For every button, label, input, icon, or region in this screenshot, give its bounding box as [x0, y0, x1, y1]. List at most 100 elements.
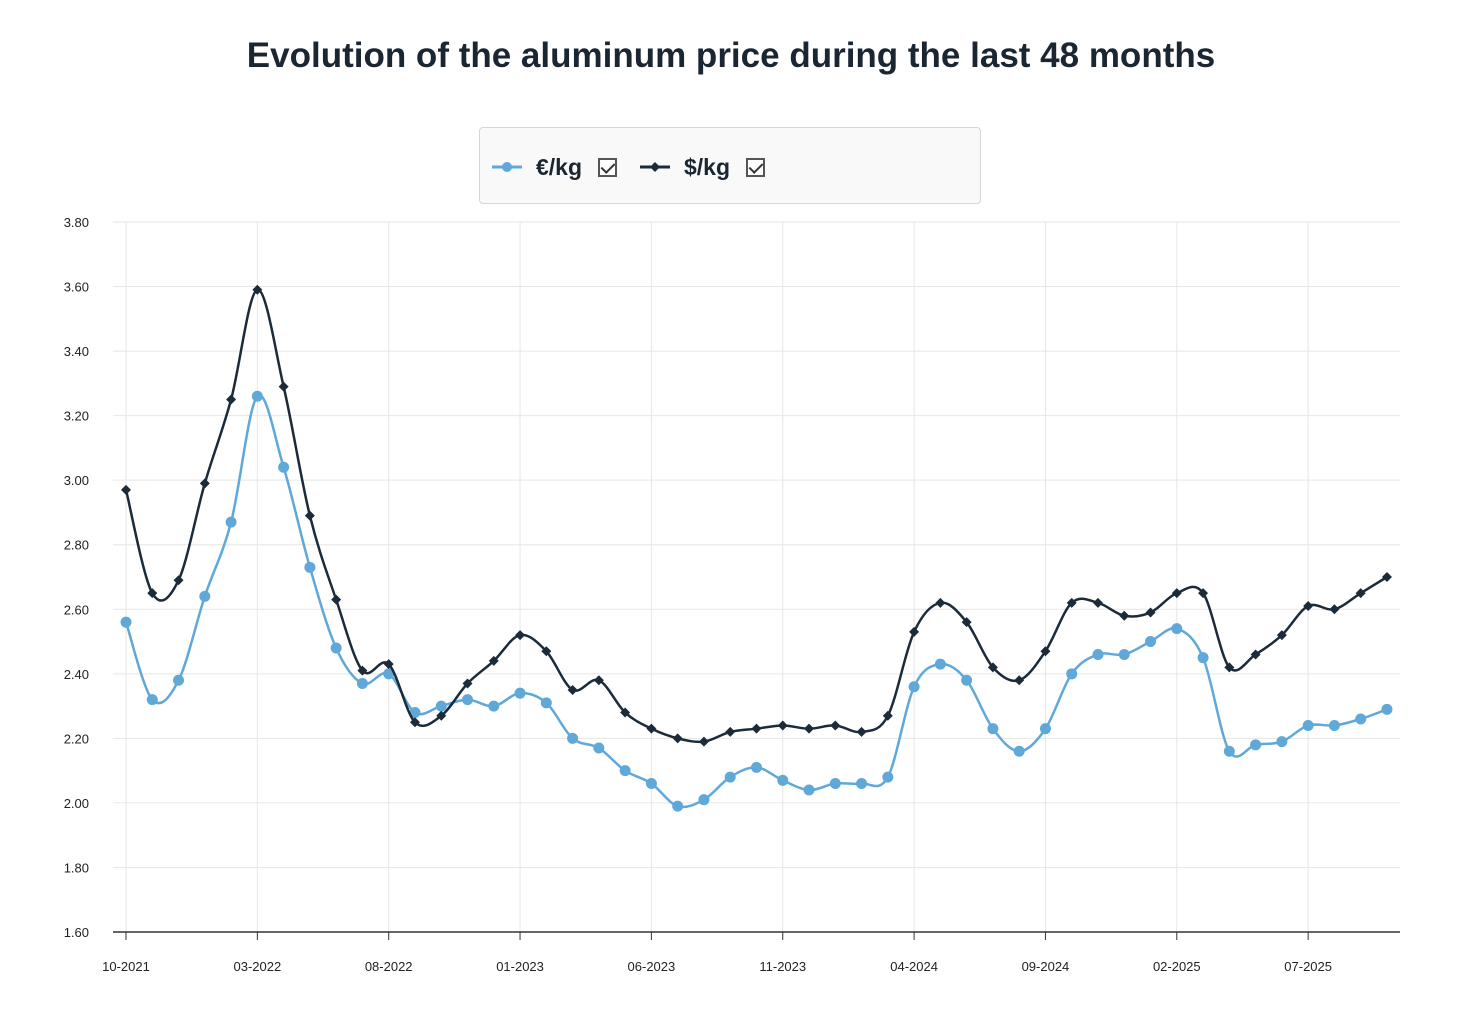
usd-checkbox[interactable] [746, 157, 766, 177]
data-point [488, 655, 499, 666]
data-point [1145, 607, 1156, 618]
x-tick-label: 08-2022 [365, 959, 413, 974]
legend-item-usd[interactable]: $/kg [638, 152, 766, 182]
data-point [331, 594, 342, 605]
data-point [1066, 668, 1078, 680]
data-point [672, 800, 684, 812]
data-point [1250, 739, 1262, 751]
x-tick-label: 02-2025 [1153, 959, 1201, 974]
data-point [934, 658, 946, 670]
data-point [409, 717, 420, 728]
data-point [357, 665, 368, 676]
data-point [356, 678, 368, 689]
x-tick-label: 06-2023 [628, 959, 676, 974]
y-tick-label: 1.80 [64, 860, 89, 875]
data-point [646, 723, 657, 734]
data-point [1329, 604, 1340, 615]
data-point [1328, 719, 1340, 731]
data-point [1197, 652, 1209, 664]
data-point [724, 771, 736, 783]
data-point [961, 617, 972, 628]
data-point [830, 720, 841, 731]
data-point [882, 710, 893, 721]
data-point [515, 630, 526, 641]
x-tick-label: 09-2024 [1022, 959, 1070, 974]
data-point [1118, 648, 1130, 660]
data-point [435, 700, 447, 712]
data-point [462, 678, 473, 689]
data-point [278, 381, 289, 392]
series-line-eur [124, 394, 1388, 809]
legend-item-eur[interactable]: €/kg [490, 152, 618, 182]
data-point [1013, 745, 1025, 757]
data-point [804, 723, 815, 734]
data-point [567, 732, 579, 744]
y-tick-label: 2.80 [64, 538, 89, 553]
chart-title: Evolution of the aluminum price during t… [246, 36, 1216, 75]
x-tick-label: 01-2023 [496, 959, 544, 974]
data-point [409, 707, 421, 719]
data-point [1014, 675, 1025, 686]
data-point [1039, 723, 1051, 735]
data-point [1092, 597, 1103, 608]
data-point [304, 561, 316, 573]
data-point [1092, 648, 1104, 660]
data-point [698, 794, 710, 806]
data-point [1119, 610, 1130, 621]
data-point [1276, 630, 1287, 641]
data-point [541, 646, 552, 657]
data-point [226, 394, 237, 405]
data-point [304, 510, 315, 521]
data-point [1145, 636, 1157, 648]
data-point [1355, 713, 1367, 725]
eur-checkbox[interactable] [598, 157, 618, 177]
data-point [383, 668, 395, 680]
data-point [173, 575, 184, 586]
data-point [514, 687, 526, 699]
data-point [882, 771, 894, 783]
data-point [1066, 597, 1077, 608]
data-point [1381, 572, 1392, 582]
data-point [672, 733, 683, 744]
data-point [252, 284, 263, 295]
data-point [856, 778, 868, 790]
data-point [619, 765, 631, 777]
data-point [1381, 703, 1393, 715]
y-tick-label: 2.00 [64, 796, 89, 811]
legend-label: €/kg [536, 153, 583, 180]
data-point [777, 720, 788, 731]
data-point [436, 710, 447, 721]
data-point [488, 700, 500, 712]
data-point [567, 684, 578, 695]
data-point [1171, 588, 1182, 599]
legend-marker-diamond-icon [640, 162, 670, 172]
data-point [146, 694, 158, 706]
data-point [330, 642, 342, 654]
data-point [935, 597, 946, 608]
y-tick-label: 3.60 [64, 280, 89, 295]
legend-label: $/kg [684, 153, 731, 180]
data-point [620, 707, 631, 718]
y-tick-label: 2.60 [64, 602, 89, 617]
data-point [987, 723, 999, 735]
data-point [1040, 646, 1051, 657]
data-point [645, 778, 657, 790]
data-point [225, 516, 237, 528]
data-point [908, 681, 920, 693]
data-point [777, 774, 789, 786]
data-point [987, 662, 998, 673]
data-point [1303, 601, 1314, 612]
data-point [540, 697, 552, 709]
data-point [750, 761, 762, 773]
data-point [173, 674, 185, 686]
data-point [909, 626, 920, 637]
data-point [856, 726, 867, 737]
x-tick-label: 03-2022 [233, 959, 281, 974]
data-point [1171, 623, 1183, 635]
data-point [1355, 588, 1366, 599]
y-tick-label: 3.00 [64, 473, 89, 488]
data-point [1198, 588, 1209, 599]
data-point [1276, 736, 1288, 748]
data-point [199, 478, 210, 489]
